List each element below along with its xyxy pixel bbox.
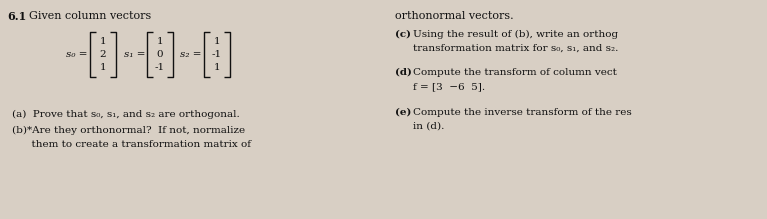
Text: in (d).: in (d).: [413, 122, 444, 131]
Text: Compute the inverse transform of the res: Compute the inverse transform of the res: [413, 108, 632, 117]
Text: 2: 2: [100, 50, 107, 59]
Text: (b)*Are they orthonormal?  If not, normalize: (b)*Are they orthonormal? If not, normal…: [12, 126, 245, 135]
Text: (d): (d): [395, 68, 412, 77]
Text: Compute the transform of column vect: Compute the transform of column vect: [413, 68, 617, 77]
Text: s₂ =: s₂ =: [180, 50, 202, 59]
Text: 0: 0: [156, 50, 163, 59]
Text: Using the result of (b), write an orthog: Using the result of (b), write an orthog: [413, 30, 618, 39]
Text: 1: 1: [100, 37, 107, 46]
Text: (a)  Prove that s₀, s₁, and s₂ are orthogonal.: (a) Prove that s₀, s₁, and s₂ are orthog…: [12, 110, 240, 119]
Text: 1: 1: [100, 63, 107, 72]
Text: -1: -1: [212, 50, 222, 59]
Text: orthonormal vectors.: orthonormal vectors.: [395, 11, 514, 21]
Text: s₀ =: s₀ =: [67, 50, 88, 59]
Text: 1: 1: [156, 37, 163, 46]
Text: 1: 1: [214, 37, 220, 46]
Text: -1: -1: [155, 63, 165, 72]
Text: transformation matrix for s₀, s₁, and s₂.: transformation matrix for s₀, s₁, and s₂…: [413, 44, 618, 53]
Text: them to create a transformation matrix of: them to create a transformation matrix o…: [12, 140, 251, 149]
Text: Given column vectors: Given column vectors: [22, 11, 151, 21]
Text: (e): (e): [395, 108, 411, 117]
Text: s₁ =: s₁ =: [123, 50, 145, 59]
Text: 1: 1: [214, 63, 220, 72]
Text: 6.1: 6.1: [7, 11, 26, 22]
Text: (c): (c): [395, 30, 411, 39]
Text: f = [3  −6  5].: f = [3 −6 5].: [413, 82, 485, 91]
